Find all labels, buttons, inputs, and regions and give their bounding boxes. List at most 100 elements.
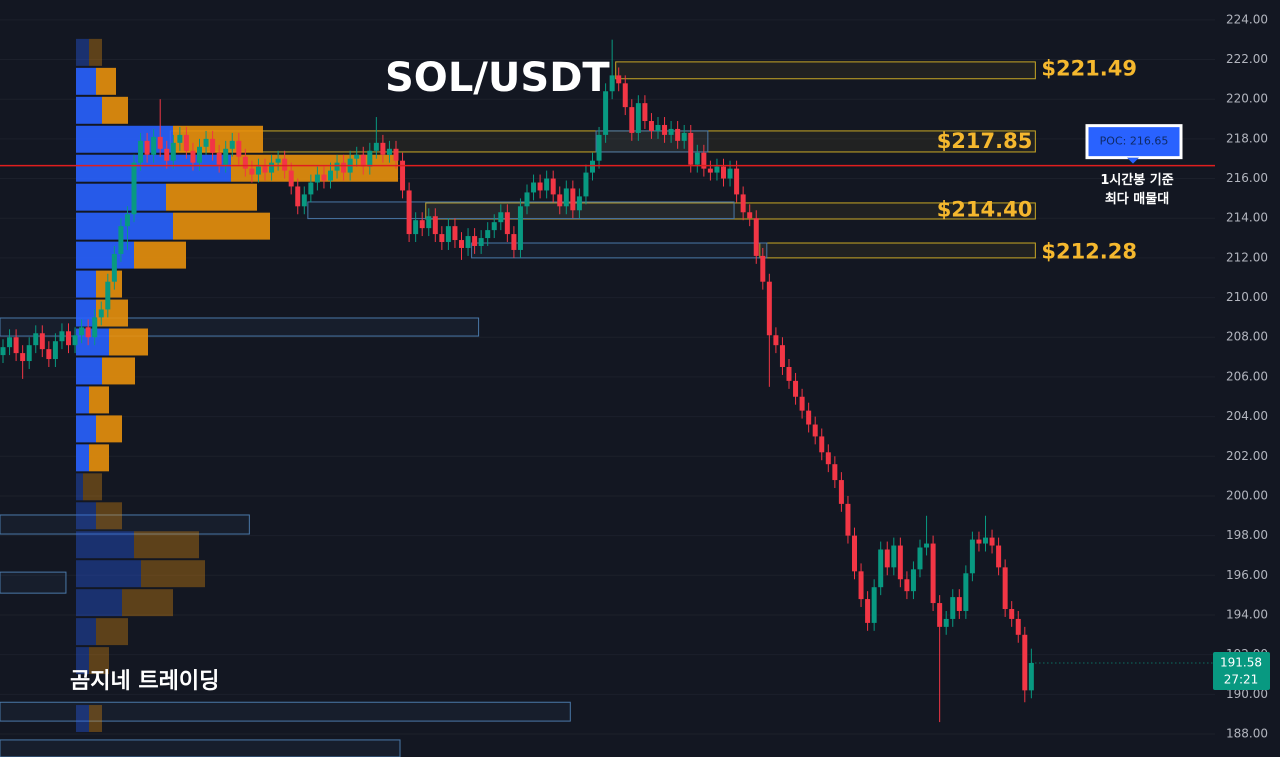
candle-body xyxy=(609,75,615,92)
candle-body xyxy=(779,345,785,367)
profile-buy-bar xyxy=(76,589,122,617)
candle-body xyxy=(753,218,759,256)
candle-body xyxy=(400,160,406,191)
candle-body xyxy=(825,452,831,465)
profile-buy-bar xyxy=(76,531,134,559)
candle-body xyxy=(26,345,32,362)
profile-sell-bar xyxy=(89,705,102,732)
y-tick-label: 188.00 xyxy=(1226,726,1268,740)
candle-body xyxy=(976,539,982,544)
candle-body xyxy=(393,148,399,161)
y-tick-label: 202.00 xyxy=(1226,449,1268,463)
candle-body xyxy=(707,168,713,173)
candle-body xyxy=(740,194,746,213)
candle-body xyxy=(360,154,366,167)
candle-body xyxy=(197,146,202,163)
candle-body xyxy=(701,152,707,169)
candle-body xyxy=(930,543,936,604)
profile-sell-bar xyxy=(141,560,205,588)
candle-body xyxy=(956,597,962,611)
profile-sell-bar xyxy=(89,386,109,414)
candle-body xyxy=(452,226,458,241)
candle-body xyxy=(144,140,150,155)
candle-body xyxy=(806,410,812,425)
candle-body xyxy=(72,335,78,346)
candle-body xyxy=(210,138,216,153)
candle-body xyxy=(164,148,170,161)
candle-body xyxy=(472,236,478,246)
profile-buy-bar xyxy=(76,96,102,124)
y-tick-label: 208.00 xyxy=(1226,330,1268,344)
candle-body xyxy=(242,156,248,169)
profile-sell-bar xyxy=(122,589,173,617)
profile-buy-bar xyxy=(76,415,96,443)
zone-box xyxy=(0,514,250,535)
candle-body xyxy=(314,174,320,183)
profile-sell-bar xyxy=(109,328,148,356)
candle-body xyxy=(229,140,235,149)
profile-buy-bar xyxy=(76,183,166,211)
candle-body xyxy=(491,222,497,231)
candle-body xyxy=(46,349,52,360)
profile-buy-bar xyxy=(76,705,89,732)
profile-sell-bar xyxy=(102,357,135,385)
profile-buy-bar xyxy=(76,270,96,298)
candle-body xyxy=(216,152,222,165)
candle-body xyxy=(688,132,694,165)
candle-body xyxy=(33,333,39,346)
profile-buy-bar xyxy=(76,560,141,588)
candle-body xyxy=(0,347,6,356)
candle-body xyxy=(576,196,582,211)
zone-box xyxy=(0,317,480,337)
candle-body xyxy=(79,327,85,336)
profile-sell-bar xyxy=(89,444,109,472)
candle-body xyxy=(13,337,19,354)
watermark: 곰지네 트레이딩 xyxy=(70,669,219,694)
y-tick-label: 190.00 xyxy=(1226,687,1268,701)
profile-sell-bar xyxy=(96,618,128,646)
profile-buy-bar xyxy=(76,618,96,646)
candle-body xyxy=(786,366,792,381)
last-price-label: 191.58 xyxy=(1220,655,1262,669)
candle-body xyxy=(550,178,556,195)
y-tick-label: 198.00 xyxy=(1226,528,1268,542)
profile-buy-bar xyxy=(76,241,134,269)
poc-label: POC: 216.65 xyxy=(1100,135,1169,148)
candle-body xyxy=(570,188,576,211)
candle-body xyxy=(354,154,360,159)
zone-label: $217.85 xyxy=(937,129,1033,153)
candle-body xyxy=(904,579,910,592)
candle-body xyxy=(485,230,491,239)
candle-body xyxy=(367,150,373,167)
candle-body xyxy=(714,166,720,173)
candle-body xyxy=(20,353,26,362)
candle-body xyxy=(341,162,347,173)
candle-body xyxy=(236,140,242,157)
zone-box xyxy=(759,242,1036,259)
candle-body xyxy=(603,91,609,135)
candle-body xyxy=(865,599,871,623)
profile-buy-bar xyxy=(76,212,173,240)
candle-body xyxy=(616,75,622,84)
candle-body xyxy=(249,168,255,175)
candle-body xyxy=(439,234,445,243)
candle-body xyxy=(832,464,838,481)
profile-buy-bar xyxy=(76,38,89,66)
candle-body xyxy=(989,537,995,546)
profile-buy-bar xyxy=(76,444,89,472)
candle-body xyxy=(983,537,988,544)
candle-body xyxy=(406,190,412,235)
candle-body xyxy=(295,186,301,207)
candle-body xyxy=(694,152,700,165)
candle-body xyxy=(413,220,419,235)
candle-body xyxy=(648,121,654,131)
candle-body xyxy=(465,236,471,248)
candle-body xyxy=(131,162,137,215)
candle-body xyxy=(878,549,884,588)
candle-body xyxy=(969,539,975,574)
candle-body xyxy=(419,220,425,229)
y-tick-label: 206.00 xyxy=(1226,369,1268,383)
y-tick-label: 224.00 xyxy=(1226,12,1268,26)
profile-sell-bar xyxy=(89,38,102,66)
candle-body xyxy=(858,571,864,600)
